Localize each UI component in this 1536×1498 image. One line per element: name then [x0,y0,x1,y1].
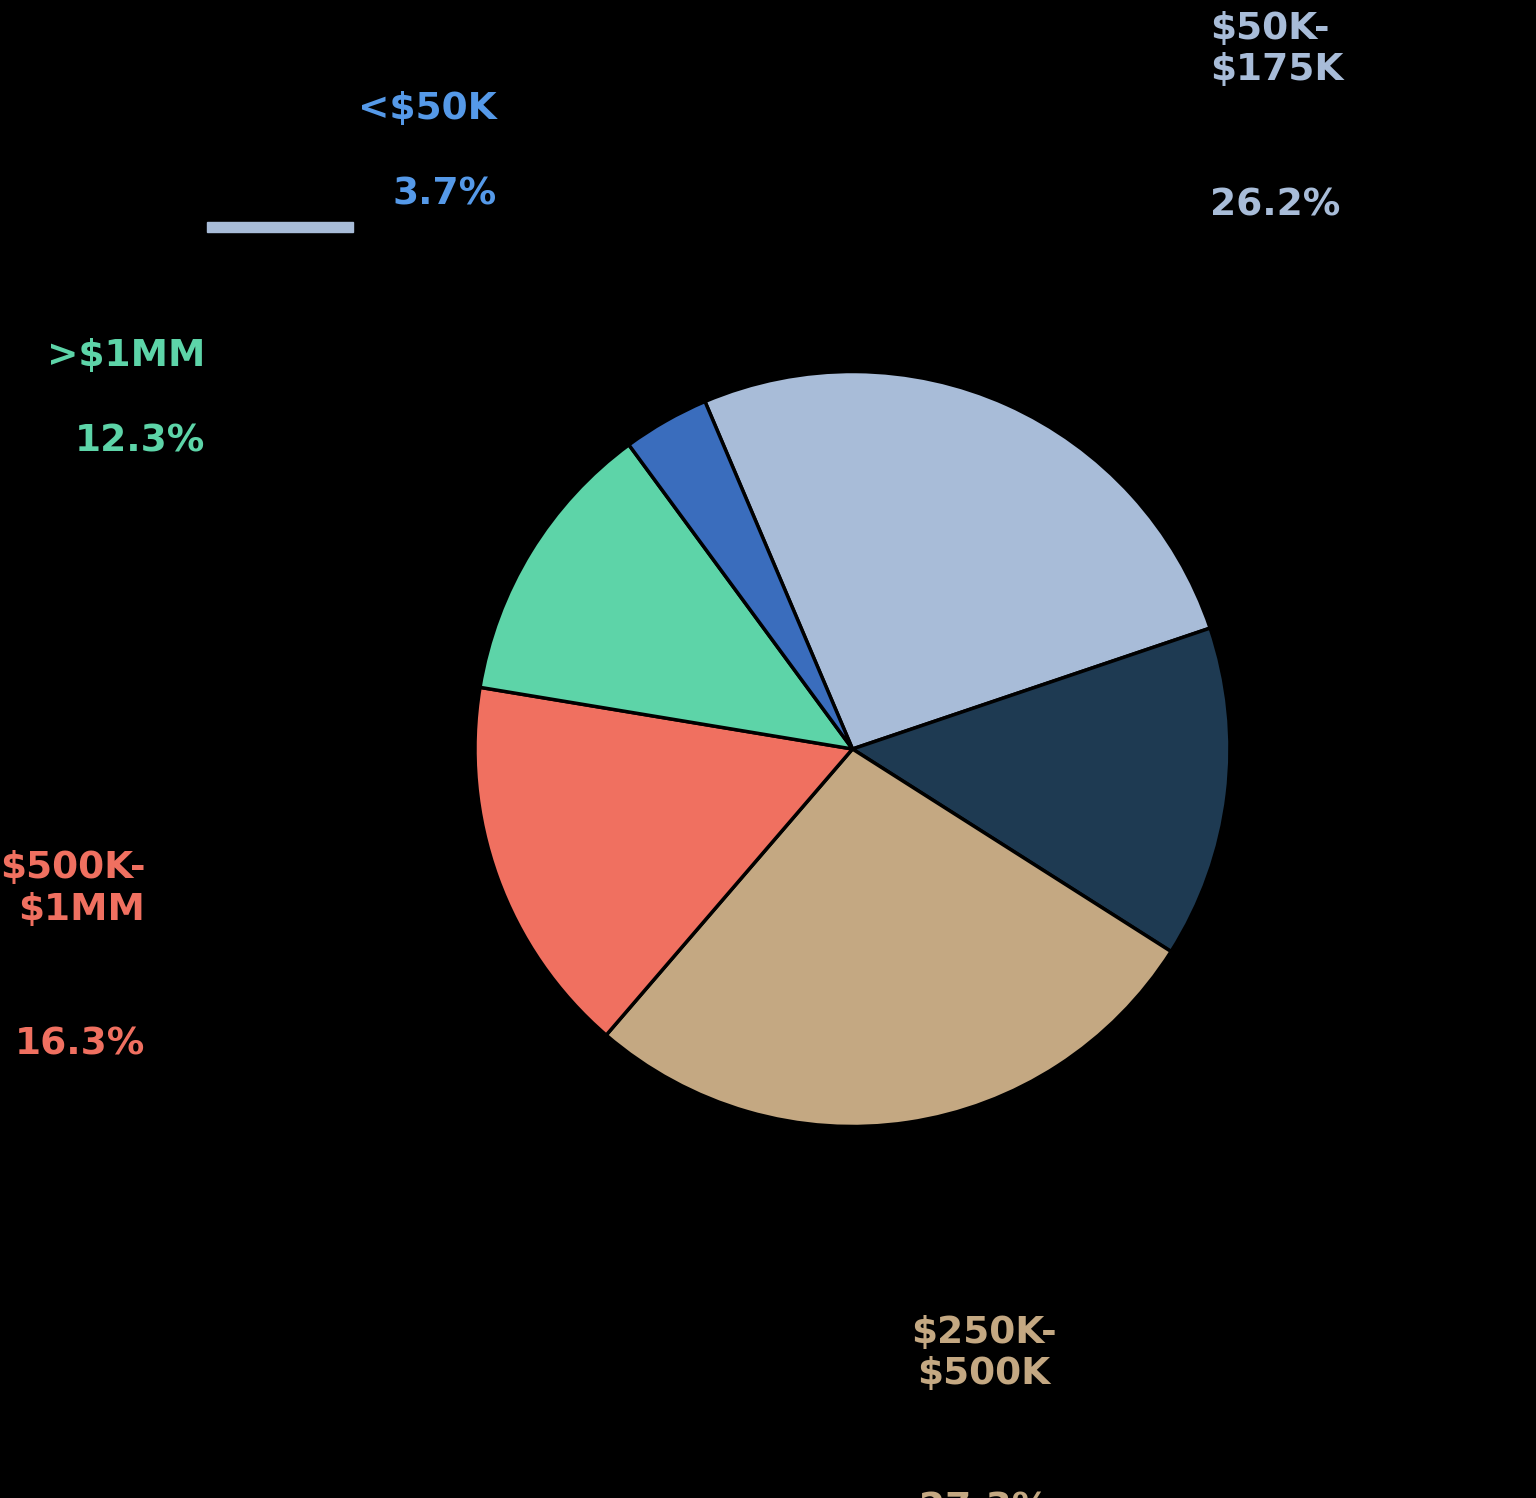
Text: 3.7%: 3.7% [393,177,498,213]
Wedge shape [852,628,1230,951]
Text: <$50K: <$50K [358,91,498,127]
Text: 26.2%: 26.2% [1210,187,1341,223]
Text: 12.3%: 12.3% [75,424,206,460]
Wedge shape [475,688,852,1035]
Text: $50K-
$175K: $50K- $175K [1210,10,1344,88]
Text: $500K-
$1MM: $500K- $1MM [0,851,146,929]
Wedge shape [705,372,1210,749]
Text: >$1MM: >$1MM [48,337,206,374]
Wedge shape [628,401,852,749]
Bar [207,222,353,232]
Text: 16.3%: 16.3% [15,1028,146,1064]
Wedge shape [481,445,852,749]
Wedge shape [607,749,1170,1126]
Text: 27.3%: 27.3% [919,1491,1049,1498]
Text: $250K-
$500K: $250K- $500K [911,1315,1057,1392]
